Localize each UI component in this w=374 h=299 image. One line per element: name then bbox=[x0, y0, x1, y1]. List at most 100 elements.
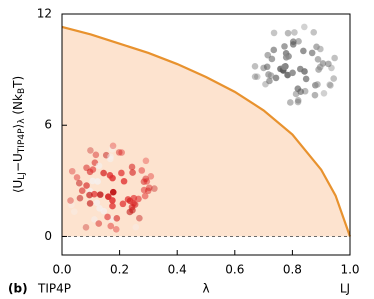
atom bbox=[93, 199, 101, 206]
atom bbox=[281, 63, 288, 71]
y-axis-label-part: T) bbox=[11, 76, 25, 89]
atom bbox=[301, 23, 308, 31]
atom bbox=[294, 96, 302, 104]
atom bbox=[132, 223, 140, 231]
atom bbox=[115, 149, 123, 156]
atom bbox=[145, 184, 153, 192]
atom bbox=[314, 81, 321, 88]
atom bbox=[91, 216, 98, 223]
y-axis-label-part: −U bbox=[11, 153, 25, 172]
panel-label: (b) bbox=[8, 282, 28, 296]
x-tick-label: 1.0 bbox=[340, 263, 359, 277]
atom bbox=[128, 163, 136, 171]
atom bbox=[138, 167, 146, 174]
atom bbox=[331, 54, 338, 62]
atom bbox=[317, 45, 324, 53]
right-label: LJ bbox=[340, 282, 350, 296]
atom bbox=[129, 169, 136, 176]
atom bbox=[104, 213, 111, 221]
atom bbox=[109, 202, 116, 210]
atom bbox=[295, 38, 302, 45]
atom bbox=[314, 56, 322, 63]
atom bbox=[112, 226, 120, 233]
atom bbox=[87, 147, 94, 154]
atom bbox=[144, 187, 152, 195]
plot-frame bbox=[61, 13, 351, 256]
atom bbox=[264, 51, 272, 59]
y-axis-label-part: ⟩ bbox=[11, 124, 25, 129]
atom bbox=[267, 72, 275, 79]
atom bbox=[118, 149, 125, 156]
atom bbox=[251, 73, 259, 80]
atom bbox=[141, 192, 149, 200]
atom bbox=[109, 197, 116, 204]
atom bbox=[100, 207, 108, 215]
atom bbox=[83, 182, 90, 189]
atom bbox=[108, 146, 116, 153]
x-tick-label: 0.8 bbox=[283, 263, 302, 277]
atom bbox=[86, 191, 93, 199]
atom bbox=[109, 174, 116, 182]
atom bbox=[118, 169, 125, 177]
atom bbox=[320, 90, 328, 97]
atom bbox=[253, 73, 261, 80]
atom bbox=[287, 99, 294, 106]
y-tick-label: 12 bbox=[37, 7, 52, 21]
atom bbox=[68, 167, 76, 175]
atom bbox=[291, 29, 298, 36]
atom bbox=[120, 177, 128, 185]
x-tick-label: 0.0 bbox=[52, 263, 71, 277]
atom bbox=[268, 55, 276, 63]
atom bbox=[86, 200, 94, 207]
atom bbox=[78, 187, 86, 194]
atom bbox=[140, 178, 148, 185]
atom bbox=[109, 142, 117, 150]
y-axis-label: ⟨ULJ−UTIP4P⟩λ (NkBT) bbox=[11, 76, 27, 193]
atom bbox=[151, 185, 158, 192]
atom bbox=[294, 85, 302, 92]
area-fill bbox=[62, 26, 350, 237]
atom bbox=[109, 188, 117, 196]
atom bbox=[113, 215, 121, 222]
atom bbox=[89, 166, 97, 173]
atom bbox=[272, 74, 280, 82]
atom bbox=[281, 43, 288, 50]
atom bbox=[310, 28, 318, 36]
atom bbox=[119, 200, 127, 208]
atom bbox=[95, 220, 103, 227]
y-axis-label-part: ⟨U bbox=[11, 180, 25, 193]
atom bbox=[284, 29, 292, 37]
atom bbox=[316, 63, 324, 71]
atom bbox=[95, 162, 103, 170]
atom bbox=[311, 91, 319, 99]
atom bbox=[327, 82, 334, 89]
atom bbox=[328, 64, 335, 72]
atom bbox=[136, 214, 143, 222]
y-tick-label: 6 bbox=[44, 118, 52, 132]
atom bbox=[142, 175, 149, 183]
atom bbox=[130, 194, 138, 202]
atom bbox=[308, 49, 316, 57]
atom bbox=[92, 151, 100, 159]
atom bbox=[325, 60, 332, 68]
atom bbox=[76, 194, 84, 202]
atom bbox=[147, 172, 155, 180]
atom bbox=[75, 179, 83, 187]
y-axis-label-part: TIP4P bbox=[17, 128, 27, 154]
atom bbox=[263, 63, 271, 71]
y-axis-label-part: LJ bbox=[17, 172, 27, 180]
atom bbox=[301, 68, 308, 75]
x-tick-label: 0.4 bbox=[168, 263, 187, 277]
atom bbox=[83, 164, 90, 172]
atom bbox=[270, 29, 278, 37]
atom bbox=[294, 98, 302, 106]
atom bbox=[107, 153, 114, 160]
left-label: TIP4P bbox=[37, 282, 71, 296]
atom bbox=[73, 174, 81, 181]
atom bbox=[142, 157, 150, 165]
x-axis-label: λ bbox=[202, 282, 209, 296]
atom bbox=[300, 47, 307, 55]
line bbox=[61, 25, 352, 237]
molecule-images bbox=[67, 23, 338, 233]
